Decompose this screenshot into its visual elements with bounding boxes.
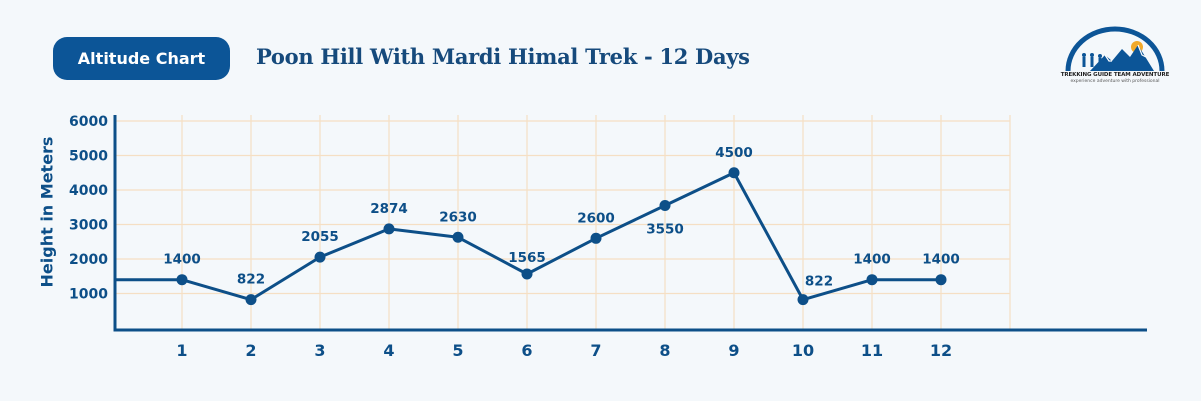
x-tick-label: 11 bbox=[861, 341, 883, 360]
data-point bbox=[659, 200, 671, 212]
y-tick-label: 1000 bbox=[69, 287, 108, 303]
company-logo: TREKKING GUIDE TEAM ADVENTURE experience… bbox=[1050, 25, 1180, 95]
data-label: 1400 bbox=[163, 252, 201, 268]
data-label: 1400 bbox=[853, 252, 891, 268]
x-tick-label: 3 bbox=[314, 341, 325, 360]
data-label: 3550 bbox=[646, 222, 684, 238]
y-tick-labels: 1000 2000 3000 4000 5000 6000 bbox=[69, 114, 108, 303]
data-point bbox=[245, 294, 257, 306]
data-label: 4500 bbox=[715, 145, 753, 161]
y-tick-label: 6000 bbox=[69, 114, 108, 130]
data-point bbox=[176, 274, 188, 286]
data-labels: 1400 822 2055 2874 2630 1565 2600 3550 4500 822 14… bbox=[163, 145, 960, 290]
y-tick-label: 4000 bbox=[69, 183, 108, 199]
x-tick-label: 2 bbox=[245, 341, 256, 360]
axes bbox=[113, 115, 1147, 332]
data-point bbox=[521, 268, 533, 280]
data-point bbox=[590, 232, 602, 244]
data-point bbox=[383, 223, 395, 235]
data-point bbox=[866, 274, 878, 286]
data-label: 1565 bbox=[508, 250, 546, 266]
x-tick-label: 12 bbox=[930, 341, 952, 360]
mountain-logo-icon bbox=[1065, 26, 1165, 72]
logo-name: TREKKING GUIDE TEAM ADVENTURE bbox=[1060, 72, 1170, 78]
chart-title: Poon Hill With Mardi Himal Trek - 12 Day… bbox=[256, 44, 750, 69]
x-tick-label: 8 bbox=[659, 341, 670, 360]
grid-lines bbox=[115, 115, 1011, 330]
x-tick-label: 6 bbox=[521, 341, 532, 360]
data-point bbox=[935, 274, 947, 286]
data-label: 822 bbox=[237, 272, 265, 288]
data-label: 1400 bbox=[922, 252, 960, 268]
data-label: 2630 bbox=[439, 209, 477, 225]
data-label: 2874 bbox=[370, 201, 408, 217]
y-tick-label: 2000 bbox=[69, 252, 108, 268]
data-point bbox=[314, 251, 326, 263]
data-label: 822 bbox=[805, 274, 833, 290]
y-tick-label: 3000 bbox=[69, 218, 108, 234]
x-tick-label: 4 bbox=[383, 341, 394, 360]
x-tick-label: 10 bbox=[792, 341, 814, 360]
logo-tagline: experience adventure with professional bbox=[1070, 79, 1160, 84]
data-point bbox=[452, 231, 464, 243]
x-tick-label: 5 bbox=[452, 341, 463, 360]
x-tick-label: 9 bbox=[728, 341, 739, 360]
x-tick-label: 7 bbox=[590, 341, 601, 360]
data-point bbox=[797, 294, 809, 306]
data-point bbox=[728, 167, 740, 179]
altitude-chart-badge: Altitude Chart bbox=[53, 37, 230, 80]
x-tick-label: 1 bbox=[176, 341, 187, 360]
altitude-series bbox=[115, 167, 947, 306]
data-label: 2055 bbox=[301, 229, 339, 245]
y-tick-label: 5000 bbox=[69, 149, 108, 165]
data-label: 2600 bbox=[577, 210, 615, 226]
x-tick-labels: 1 2 3 4 5 6 7 8 9 10 11 12 bbox=[176, 341, 952, 360]
